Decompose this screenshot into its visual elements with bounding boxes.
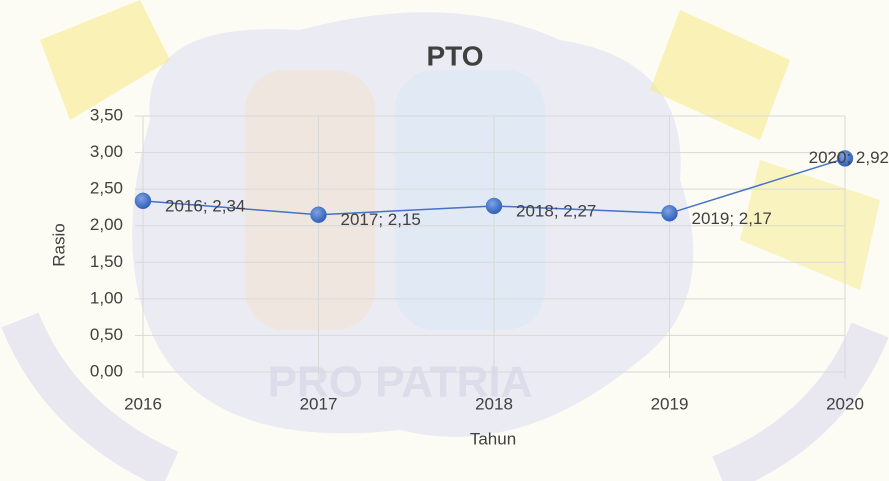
data-label: 2016; 2,34: [165, 196, 245, 215]
data-label: 2020; 2,92: [809, 148, 889, 167]
y-axis-label: Rasio: [49, 223, 68, 266]
x-tick-label: 2017: [300, 394, 338, 413]
y-tick-label: 2,00: [90, 215, 123, 234]
data-point: [310, 206, 327, 223]
x-tick-label: 2018: [475, 394, 513, 413]
data-label: 2017; 2,15: [341, 210, 421, 229]
y-tick-label: 0,50: [90, 325, 123, 344]
x-tick-label: 2020: [826, 394, 864, 413]
data-label: 2018; 2,27: [516, 201, 596, 220]
x-tick-label: 2016: [124, 394, 162, 413]
y-tick-label: 2,50: [90, 179, 123, 198]
y-tick-label: 3,00: [90, 142, 123, 161]
data-point: [836, 150, 854, 167]
y-tick-label: 3,50: [90, 105, 123, 124]
data-point: [661, 205, 678, 222]
y-tick-label: 0,00: [90, 361, 123, 380]
watermark-text: PRO PATRIA: [268, 358, 533, 407]
data-label: 2019; 2,17: [692, 209, 772, 228]
y-tick-label: 1,50: [90, 252, 123, 271]
x-axis-label: Tahun: [470, 429, 516, 448]
data-point: [134, 192, 152, 210]
chart-title: PTO: [426, 40, 483, 71]
y-tick-label: 1,00: [90, 288, 123, 307]
x-tick-label: 2019: [651, 394, 689, 413]
data-point: [485, 197, 503, 215]
